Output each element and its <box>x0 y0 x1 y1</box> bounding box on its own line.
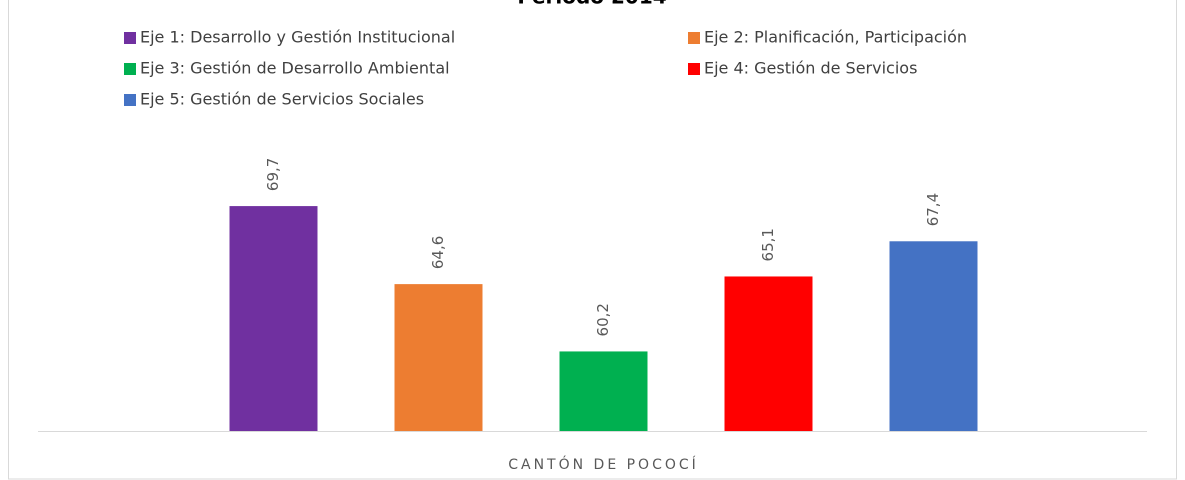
bar <box>559 351 648 431</box>
legend-label: Eje 3: Gestión de Desarrollo Ambiental <box>140 59 450 78</box>
x-tick-label: CANTÓN DE POCOCÍ <box>508 455 699 473</box>
data-label: 65,1 <box>759 228 777 261</box>
data-label: 64,6 <box>429 236 447 269</box>
bar <box>889 241 978 431</box>
legend-label: Eje 1: Desarrollo y Gestión Instituciona… <box>140 28 455 47</box>
legend-label: Eje 4: Gestión de Servicios <box>704 59 917 78</box>
legend-swatch <box>688 63 700 75</box>
data-label: 69,7 <box>264 158 282 191</box>
legend-label: Eje 5: Gestión de Servicios Sociales <box>140 90 424 109</box>
bar <box>724 276 813 431</box>
data-label: 60,2 <box>594 303 612 336</box>
bar <box>229 206 318 431</box>
legend-swatch <box>688 32 700 44</box>
legend-swatch <box>124 63 136 75</box>
legend-label: Eje 2: Planificación, Participación <box>704 28 967 47</box>
data-label: 67,4 <box>924 193 942 226</box>
legend-swatch <box>124 94 136 106</box>
chart-title: Período 2014 <box>517 0 666 9</box>
bar <box>394 284 483 431</box>
legend-swatch <box>124 32 136 44</box>
